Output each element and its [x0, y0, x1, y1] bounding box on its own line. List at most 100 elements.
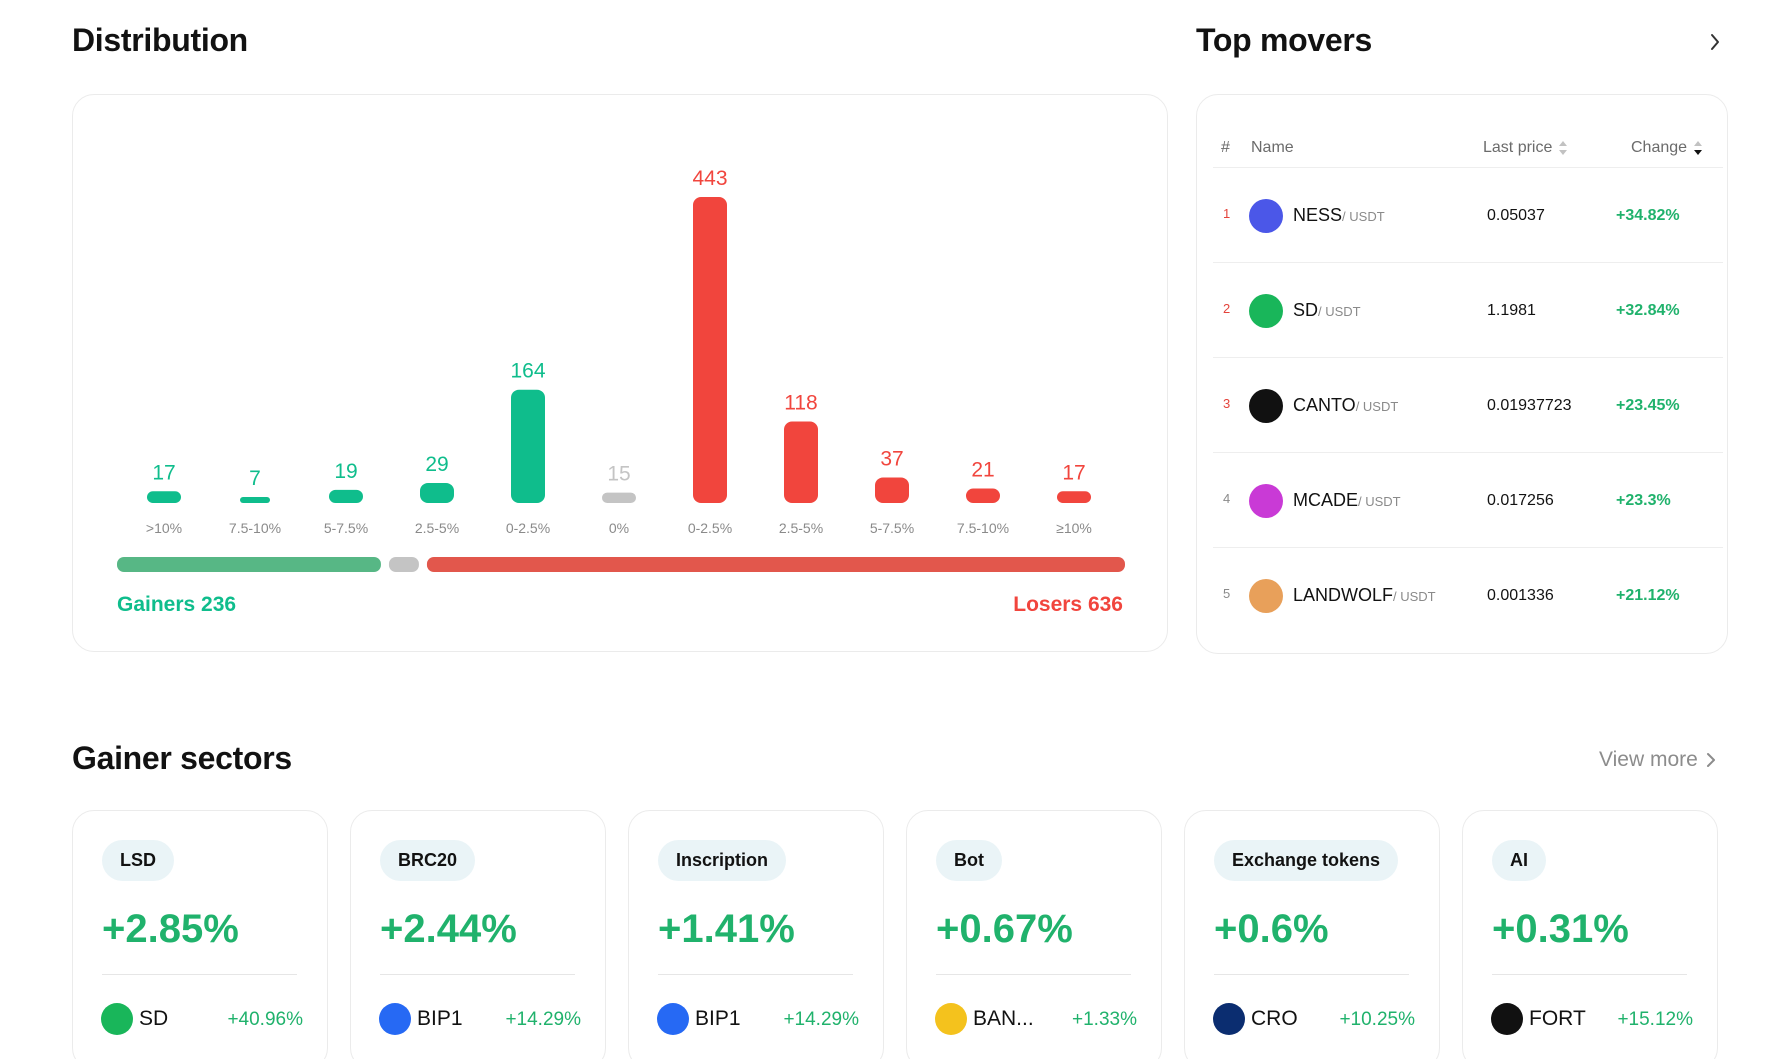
- divider: [936, 974, 1131, 975]
- sector-change: +2.44%: [380, 907, 517, 951]
- row-base: LANDWOLF: [1293, 585, 1394, 605]
- bitcoin-logo-icon: [379, 1003, 411, 1035]
- sector-top-coin-change: +15.12%: [1617, 1009, 1693, 1030]
- dist-value-label: 7: [249, 467, 261, 490]
- dist-category-label: 7.5-10%: [229, 520, 281, 536]
- sort-desc-icon[interactable]: [1693, 140, 1703, 156]
- losers-ratio-bar: [426, 557, 1125, 572]
- row-pair: LANDWOLF/ USDT: [1293, 585, 1436, 606]
- row-rank: 3: [1223, 396, 1231, 411]
- row-change: +34.82%: [1616, 207, 1680, 224]
- sector-top-coin-change: +40.96%: [227, 1009, 303, 1030]
- dist-category-label: 2.5-5%: [415, 520, 459, 536]
- row-rank: 2: [1223, 301, 1231, 316]
- column-last-price[interactable]: Last price: [1483, 139, 1568, 157]
- dist-value-label: 21: [971, 458, 994, 481]
- sector-top-coin: FORT: [1529, 1007, 1586, 1030]
- sd-logo-icon: [101, 1003, 133, 1035]
- dist-bar: [784, 421, 818, 503]
- row-last-price: 1.1981: [1487, 302, 1536, 319]
- banana-logo-icon: [935, 1003, 967, 1035]
- dist-bar: [511, 389, 545, 503]
- dist-bar: [875, 477, 909, 503]
- dist-category-label: ≥10%: [1056, 520, 1092, 536]
- dist-value-label: 15: [607, 463, 630, 486]
- row-base: SD: [1293, 300, 1319, 320]
- sector-card[interactable]: AI +0.31% FORT +15.12%: [1462, 810, 1718, 1059]
- dist-category-label: 5-7.5%: [324, 520, 368, 536]
- top-movers-card: # Name Last price Change 1 NESS/ USDT 0.05…: [1196, 94, 1728, 654]
- cro-logo-icon: [1213, 1003, 1245, 1035]
- column-name: Name: [1251, 139, 1294, 156]
- coin-logo-icon: [1249, 389, 1283, 423]
- row-last-price: 0.017256: [1487, 492, 1554, 509]
- dist-category-label: 0-2.5%: [688, 520, 732, 536]
- bitcoin-logo-icon: [657, 1003, 689, 1035]
- table-row[interactable]: 4 MCADE/ USDT 0.017256 +23.3%: [1213, 452, 1723, 547]
- dist-bar: [966, 488, 1000, 503]
- losers-count: Losers 636: [1013, 593, 1123, 616]
- row-rank: 4: [1223, 491, 1231, 506]
- row-change: +23.45%: [1616, 397, 1680, 414]
- sector-card[interactable]: Bot +0.67% BAN... +1.33%: [906, 810, 1162, 1059]
- sector-tag: BRC20: [380, 840, 476, 881]
- top-movers-title: Top movers: [1196, 22, 1373, 58]
- row-base: CANTO: [1293, 395, 1356, 415]
- row-change: +23.3%: [1616, 492, 1671, 509]
- divider: [1492, 974, 1687, 975]
- sector-top-coin: CRO: [1251, 1007, 1298, 1030]
- row-pair: SD/ USDT: [1293, 300, 1361, 321]
- distribution-card: 17 >10% 7 7.5-10% 19 5-7.5% 29 2.5-5% 164 0-2.5% 1…: [72, 94, 1168, 652]
- column-change[interactable]: Change: [1631, 139, 1703, 157]
- row-quote: / USDT: [1355, 399, 1399, 414]
- sector-top-coin: BIP1: [695, 1007, 741, 1030]
- sector-tag: AI: [1492, 840, 1546, 881]
- distribution-title: Distribution: [72, 22, 248, 58]
- dist-bar: [1057, 491, 1091, 503]
- dist-category-label: 0-2.5%: [506, 520, 550, 536]
- sector-card[interactable]: Inscription +1.41% BIP1 +14.29%: [628, 810, 884, 1059]
- sector-top-coin-change: +1.33%: [1072, 1009, 1137, 1030]
- dist-value-label: 17: [152, 461, 175, 484]
- top-movers-chevron-right-icon[interactable]: [1707, 30, 1723, 54]
- sort-icon[interactable]: [1558, 140, 1568, 156]
- sector-change: +0.67%: [936, 907, 1073, 951]
- row-base: NESS: [1293, 205, 1343, 225]
- row-pair: NESS/ USDT: [1293, 205, 1385, 226]
- column-rank: #: [1221, 139, 1230, 156]
- sector-tag: Inscription: [658, 840, 787, 881]
- table-row[interactable]: 1 NESS/ USDT 0.05037 +34.82%: [1213, 167, 1723, 262]
- dist-value-label: 164: [510, 360, 545, 383]
- row-change: +32.84%: [1616, 302, 1680, 319]
- coin-logo-icon: [1249, 294, 1283, 328]
- row-rank: 1: [1223, 206, 1231, 221]
- sector-card[interactable]: Exchange tokens +0.6% CRO +10.25%: [1184, 810, 1440, 1059]
- dist-category-label: >10%: [146, 520, 182, 536]
- table-row[interactable]: 2 SD/ USDT 1.1981 +32.84%: [1213, 262, 1723, 357]
- table-row[interactable]: 3 CANTO/ USDT 0.01937723 +23.45%: [1213, 357, 1723, 452]
- sector-card[interactable]: LSD +2.85% SD +40.96%: [72, 810, 328, 1059]
- fort-logo-icon: [1491, 1003, 1523, 1035]
- row-quote: / USDT: [1318, 304, 1361, 319]
- divider: [658, 974, 853, 975]
- row-last-price: 0.01937723: [1487, 397, 1572, 414]
- sector-top-coin: BAN...: [973, 1007, 1034, 1030]
- divider: [102, 974, 297, 975]
- dist-value-label: 19: [334, 460, 357, 483]
- dist-value-label: 37: [880, 447, 903, 470]
- view-more-link[interactable]: View more: [1599, 748, 1716, 772]
- sector-card[interactable]: BRC20 +2.44% BIP1 +14.29%: [350, 810, 606, 1059]
- sector-change: +0.31%: [1492, 907, 1629, 951]
- chevron-right-icon: [1706, 753, 1715, 767]
- dist-category-label: 7.5-10%: [957, 520, 1009, 536]
- coin-logo-icon: [1249, 484, 1283, 518]
- coin-logo-icon: [1249, 199, 1283, 233]
- distribution-chart: 17 >10% 7 7.5-10% 19 5-7.5% 29 2.5-5% 164 0-2.5% 1…: [117, 167, 1125, 572]
- dist-bar: [147, 491, 181, 503]
- gainers-ratio-bar: [117, 557, 381, 572]
- sector-change: +0.6%: [1214, 907, 1329, 951]
- row-change: +21.12%: [1616, 587, 1680, 604]
- row-last-price: 0.05037: [1487, 207, 1545, 224]
- sector-tag: Bot: [936, 840, 1002, 881]
- table-row[interactable]: 5 LANDWOLF/ USDT 0.001336 +21.12%: [1213, 547, 1723, 642]
